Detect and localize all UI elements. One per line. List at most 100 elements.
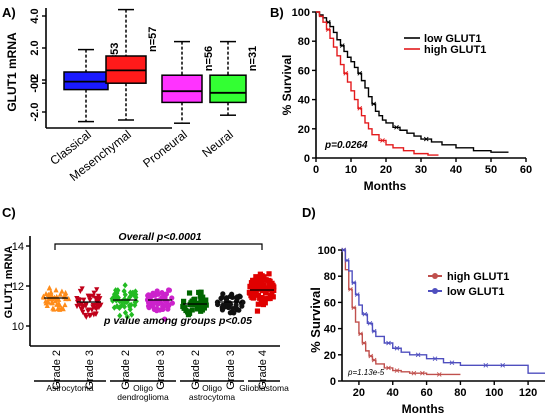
panel-a-ytick-label: 0 — [29, 77, 41, 83]
panel-d-censor-mark — [415, 352, 421, 358]
panel-b-ytick-label: 100 — [292, 7, 310, 19]
panel-d-censor-mark — [371, 328, 377, 334]
panel-c-data-point — [214, 299, 221, 305]
panel-c-data-point — [114, 288, 120, 295]
panel-c-data-point — [262, 300, 268, 306]
panel-d-pvalue: p=1.13e-5 — [347, 368, 385, 377]
panel-c-data-point — [154, 288, 160, 294]
panel-c-data-point — [52, 298, 59, 304]
panel-c-data-point — [127, 303, 133, 310]
panel-d-censor-mark — [344, 258, 350, 263]
panel-c-data-point — [251, 278, 258, 285]
panel-c-data-point — [62, 301, 68, 308]
panel-c-histology-label: Oligo — [202, 383, 222, 393]
panel-d-censor-mark — [341, 247, 347, 253]
panel-b-legend-low: low GLUT1 — [424, 33, 481, 45]
panel-c-data-point — [269, 280, 275, 286]
panel-c-data-point — [48, 289, 54, 295]
panel-c-data-point — [57, 291, 63, 297]
panel-b-xtick-label: 50 — [485, 164, 497, 176]
panel-label-d: D) — [302, 205, 316, 220]
panel-b-ytick-label: 0 — [304, 153, 310, 165]
panel-c-grade-label: Grade 4 — [257, 350, 269, 390]
panel-d-ylabel: % Survival — [308, 287, 323, 353]
panel-c-data-point — [115, 294, 121, 301]
panel-c-ytick-label: 12 — [12, 281, 24, 293]
panel-c-data-point — [254, 279, 261, 286]
panel-d-censor-mark — [411, 370, 417, 376]
panel-c-data-point — [201, 299, 208, 305]
panel-d-censor-mark — [420, 370, 425, 376]
panel-c-data-point — [80, 309, 86, 315]
panel-c-data-point — [122, 309, 129, 316]
panel-c-data-point — [133, 291, 139, 298]
panel-c-data-point — [189, 307, 195, 313]
panel-c-data-point — [255, 292, 262, 298]
panel-c-data-point — [49, 300, 55, 306]
panel-b-xtick-label: 20 — [380, 164, 392, 176]
panel-c-data-point — [122, 282, 128, 289]
panel-c-data-point — [121, 296, 128, 303]
panel-a-ytick-label: -2.0 — [29, 103, 41, 122]
panel-label-a: A) — [2, 5, 16, 20]
panel-a-category-label: Proneural — [140, 127, 190, 170]
panel-c-data-point — [220, 291, 226, 297]
panel-c-data-point — [60, 306, 66, 312]
panel-c-data-point — [227, 300, 233, 306]
panel-c-data-point — [124, 299, 130, 306]
panel-c-data-point — [169, 295, 175, 301]
panel-c-data-point — [53, 287, 59, 293]
panel-b-ytick-label: 40 — [298, 95, 310, 107]
panel-c-data-point — [223, 296, 230, 303]
panel-b-ylabel: % Survival — [280, 55, 294, 116]
panel-c-grade-label: Grade 3 — [84, 350, 96, 390]
panel-c-data-point — [165, 306, 171, 312]
panel-d-censor-mark — [371, 357, 377, 363]
panel-c-ytick-label: 10 — [12, 321, 24, 333]
panel-c-grade-label: Grade 3 — [225, 350, 237, 390]
panel-d-censor-mark — [436, 372, 442, 377]
survival-panel-b: % Survival Months 0 20 40 60 80 100 0 10 20 30 40 5… — [280, 7, 532, 193]
panel-c-data-point — [196, 289, 202, 296]
panel-c-data-point — [258, 278, 264, 285]
panel-c-data-point — [198, 295, 204, 301]
panel-d-xtick-label: 20 — [353, 387, 365, 399]
panel-c-data-point — [145, 292, 152, 298]
panel-c-data-point — [86, 313, 93, 319]
panel-b-curve-high-glut1 — [316, 11, 439, 156]
panel-d-censor-mark — [351, 280, 357, 286]
panel-d-curve-high-glut1 — [342, 249, 461, 376]
panel-c-data-point — [219, 307, 226, 313]
panel-c-data-point — [97, 296, 103, 302]
panel-c-data-point — [76, 303, 83, 309]
panel-a-category-label: Neural — [199, 127, 235, 160]
panel-d-censor-mark — [386, 340, 391, 346]
panel-a-ylabel: GLUT1 mRNA — [5, 32, 19, 112]
panel-d-censor-mark — [368, 353, 374, 359]
panel-c-data-point — [90, 302, 96, 309]
survival-panel-d: % Survival Months 0 20 40 60 80 100 20 40 60 80 10… — [308, 245, 545, 416]
panel-d-xtick-label: 40 — [387, 387, 399, 399]
panel-b-censor-mark — [371, 101, 377, 107]
panel-c-data-point — [56, 300, 62, 306]
panel-c-data-point — [132, 299, 138, 306]
panel-c-data-point — [93, 311, 99, 317]
panel-b-censor-mark — [325, 27, 331, 32]
panel-b-censor-mark — [394, 125, 399, 130]
panel-c-data-point — [62, 291, 68, 297]
panel-c-histology-label: dendroglioma — [117, 392, 169, 402]
panel-c-data-point — [250, 285, 256, 291]
panel-c-data-point — [184, 309, 191, 315]
panel-c-data-point — [77, 297, 83, 303]
panel-b-xtick-label: 60 — [520, 164, 532, 176]
panel-label-b: B) — [270, 5, 284, 20]
panel-c-data-point — [146, 304, 152, 311]
panel-c-data-point — [145, 297, 151, 303]
panel-c-data-point — [129, 289, 136, 296]
panel-d-legend-high: high GLUT1 — [447, 271, 509, 283]
panel-c-data-point — [250, 293, 257, 299]
panel-c-ytick-label: 14 — [12, 241, 24, 253]
panel-c-data-point — [263, 277, 269, 283]
panel-c-data-point — [198, 298, 204, 304]
panel-c-data-point — [149, 293, 156, 299]
